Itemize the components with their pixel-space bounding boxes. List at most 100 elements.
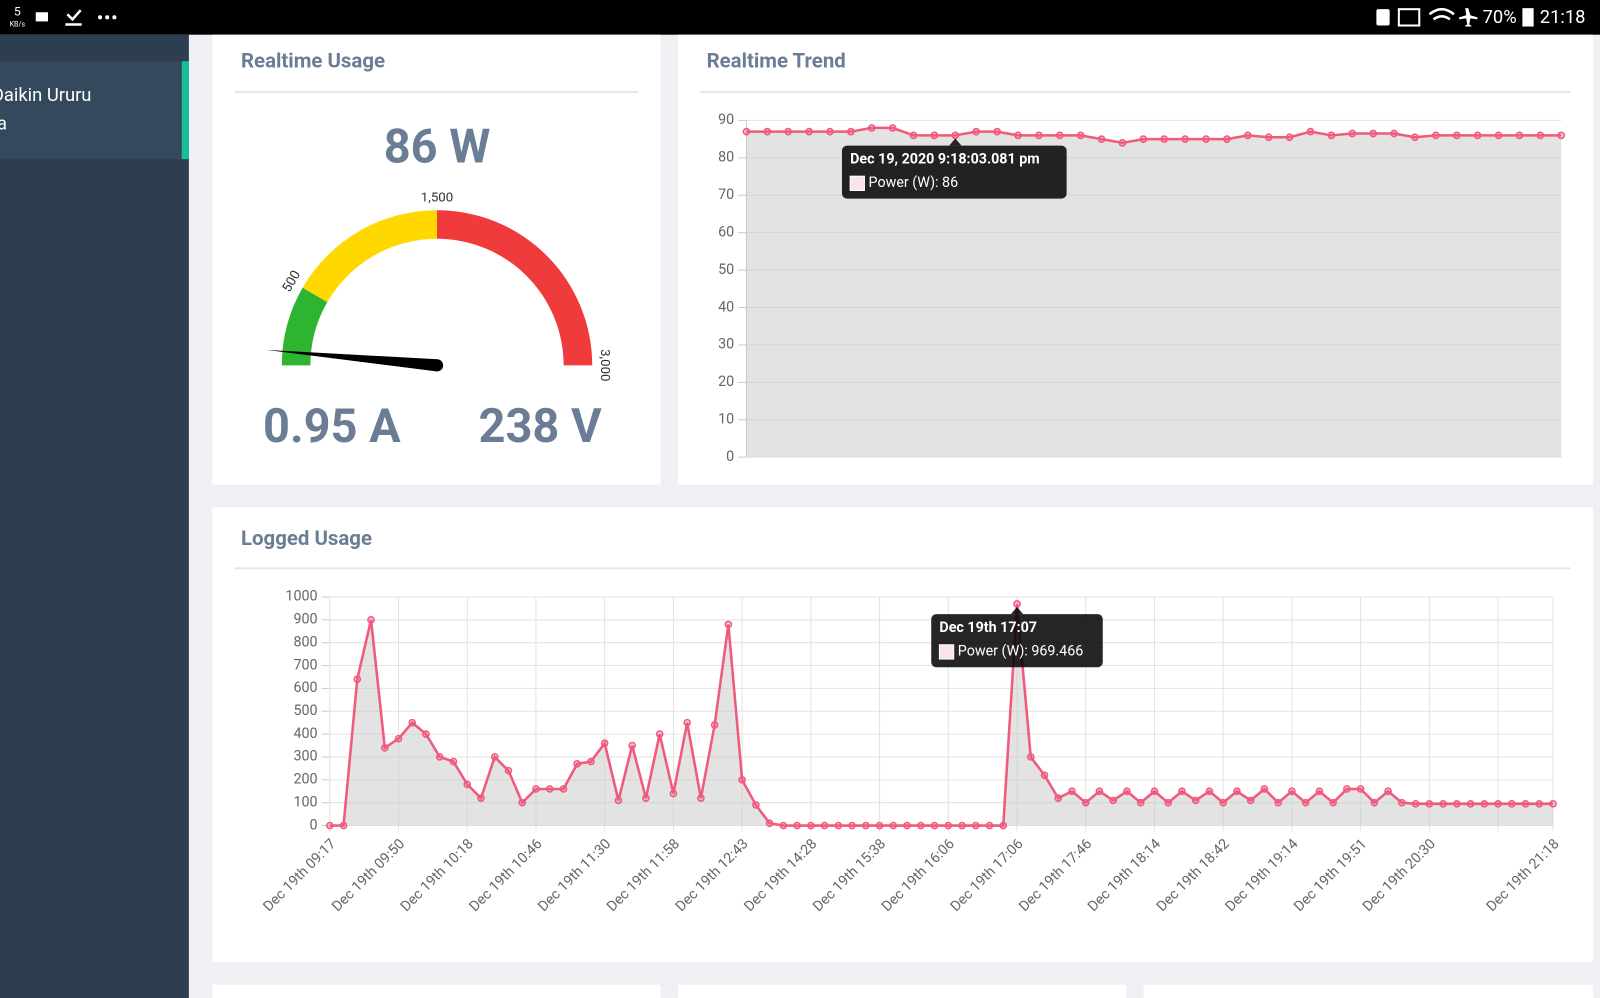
point	[325, 821, 334, 830]
gauge-tick-label: 1,500	[421, 190, 453, 205]
y-tick-label: 900	[293, 612, 317, 628]
panel-title: Logged Usage	[241, 526, 372, 550]
airplane-icon	[1459, 8, 1478, 27]
point	[779, 821, 788, 830]
point	[1118, 139, 1127, 147]
sidebar-item-name[interactable]: Daikin Ururu	[0, 85, 91, 106]
point	[1356, 785, 1365, 793]
point	[875, 821, 884, 830]
point	[1219, 798, 1228, 807]
point	[930, 131, 939, 140]
tooltip-text: Power (W): 969.466	[958, 644, 1083, 660]
point	[1097, 135, 1106, 143]
more-icon	[105, 15, 110, 20]
point	[1054, 794, 1063, 802]
point	[999, 821, 1008, 830]
tooltip-swatch	[849, 175, 865, 191]
area	[746, 127, 1562, 458]
point	[1425, 800, 1434, 808]
point	[1274, 798, 1282, 807]
y-tick-label: 500	[293, 703, 317, 719]
point	[559, 785, 568, 793]
tooltip-arrow	[949, 138, 962, 146]
point	[1439, 800, 1447, 808]
point	[1515, 131, 1524, 140]
tooltip	[931, 614, 1103, 668]
point	[408, 718, 417, 727]
y-tick-label: 300	[293, 749, 317, 765]
y-tick-label: 20	[718, 374, 734, 390]
point	[477, 794, 485, 802]
y-tick-label: 90	[718, 112, 734, 128]
point	[724, 620, 733, 629]
point	[1521, 800, 1530, 808]
point	[1205, 787, 1214, 796]
y-tick-label: 50	[718, 262, 734, 278]
point	[1343, 785, 1351, 793]
point	[1013, 600, 1021, 608]
point	[545, 785, 554, 793]
point	[573, 760, 582, 768]
point	[1068, 787, 1076, 796]
point	[742, 127, 751, 136]
point	[1191, 796, 1200, 805]
point	[958, 821, 966, 830]
point	[1160, 135, 1169, 143]
panel	[212, 507, 1593, 963]
y-tick-label: 600	[293, 680, 317, 696]
point	[642, 794, 650, 802]
point	[1026, 753, 1035, 761]
point	[490, 753, 499, 761]
point	[1329, 798, 1337, 807]
point	[1178, 787, 1186, 796]
panel	[677, 984, 1127, 998]
tooltip-title: Dec 19, 2020 9:18:03.081 pm	[850, 152, 1040, 168]
y-tick-label: 800	[293, 634, 317, 650]
point	[1040, 771, 1049, 780]
y-tick-label: 10	[718, 412, 734, 428]
point	[463, 780, 472, 789]
point	[1181, 135, 1189, 143]
point	[449, 757, 458, 766]
clock: 21:18	[1540, 7, 1586, 28]
point	[916, 821, 925, 830]
point	[972, 127, 981, 136]
point	[435, 753, 444, 761]
check-icon	[65, 9, 82, 26]
sidebar	[0, 34, 189, 998]
y-tick-label: 400	[293, 726, 317, 742]
point	[518, 798, 527, 807]
point	[1202, 135, 1210, 143]
tooltip-title: Dec 19th 17:07	[939, 620, 1037, 636]
point	[1139, 135, 1148, 143]
point	[1260, 785, 1269, 793]
y-tick-label: 700	[293, 657, 317, 673]
gauge-needle	[266, 349, 438, 372]
y-tick-label: 40	[718, 299, 734, 315]
y-tick-label: 80	[718, 150, 734, 166]
point	[1390, 129, 1398, 138]
point	[909, 131, 918, 140]
sidebar-item[interactable]	[0, 61, 182, 160]
point	[903, 821, 911, 830]
point	[1035, 131, 1043, 140]
sidebar-item-sub[interactable]: a	[0, 113, 7, 134]
point	[793, 821, 801, 830]
point	[1557, 131, 1566, 140]
point	[1536, 131, 1545, 140]
point	[1233, 787, 1241, 796]
point	[367, 615, 375, 624]
point	[1473, 131, 1482, 140]
point	[710, 721, 719, 729]
point	[889, 821, 898, 830]
point	[1246, 796, 1255, 805]
panel	[212, 34, 661, 485]
point	[1507, 800, 1516, 808]
point	[669, 789, 678, 798]
point	[848, 821, 856, 830]
y-tick-label: 1000	[285, 589, 317, 605]
point	[1494, 131, 1503, 140]
area	[329, 603, 1554, 826]
gauge-tick-label: 3,000	[597, 349, 612, 381]
point	[847, 127, 855, 136]
